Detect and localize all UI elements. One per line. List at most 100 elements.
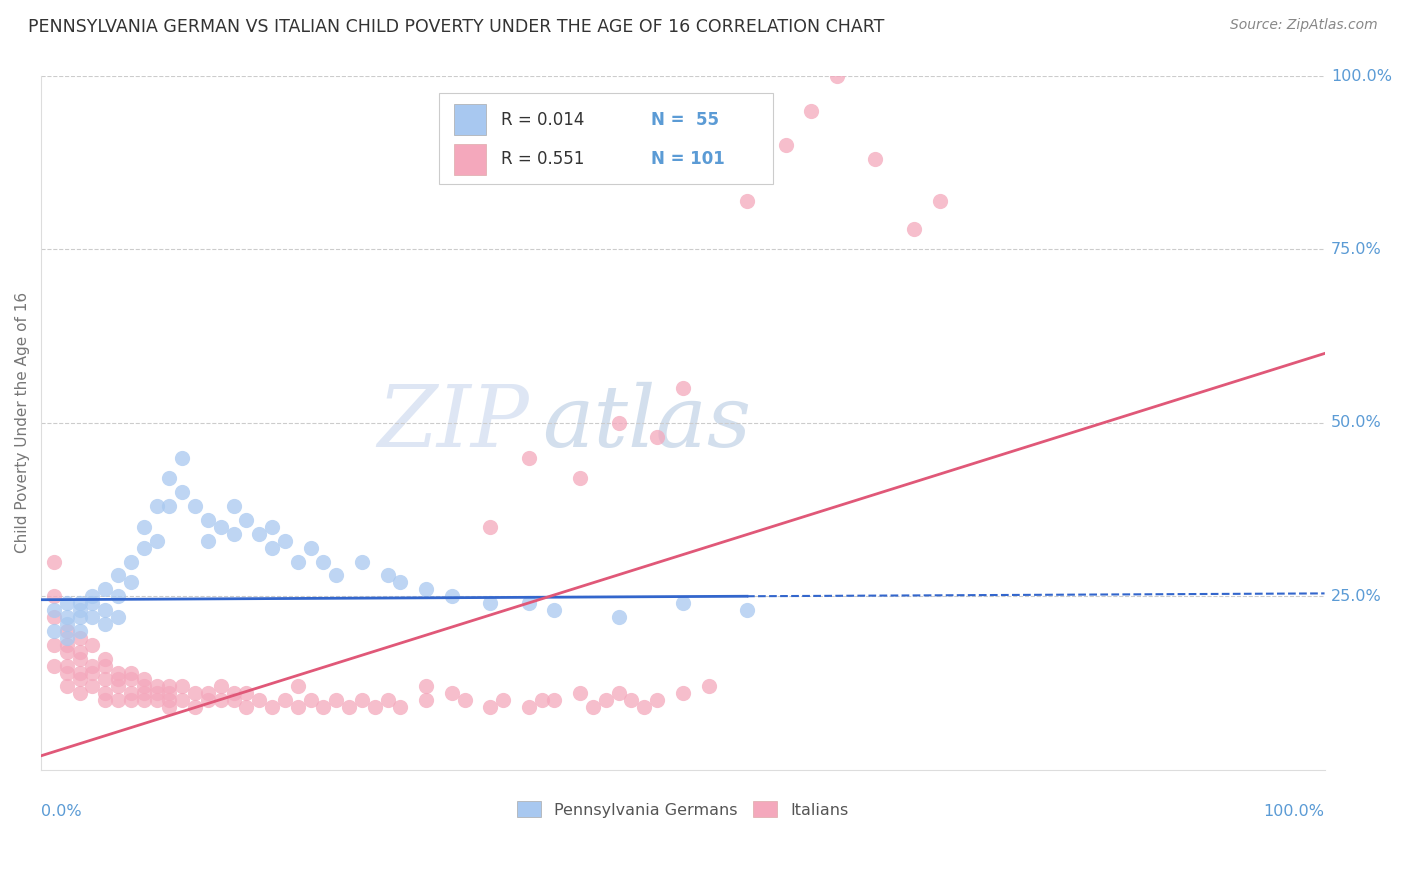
Point [69,645,91,659]
Point [235,700,257,714]
Point [517,450,540,465]
Point [672,381,695,395]
Text: 50.0%: 50.0% [1331,416,1382,430]
Point [42,638,65,652]
Point [865,153,887,167]
Point [274,533,297,548]
Point [42,658,65,673]
Point [479,596,502,610]
Point [607,416,630,430]
Point [159,499,181,513]
Point [645,693,668,707]
Point [209,693,232,707]
Point [132,680,155,694]
Point [364,700,387,714]
Point [55,645,77,659]
Point [120,575,142,590]
Point [55,610,77,624]
Point [55,624,77,638]
Point [325,693,347,707]
Point [94,651,117,665]
Point [132,520,155,534]
Point [69,603,91,617]
Point [159,471,181,485]
Point [299,693,322,707]
Point [262,541,284,555]
Point [274,693,297,707]
Point [42,589,65,603]
Point [800,103,823,118]
Point [120,665,142,680]
Text: R = 0.014: R = 0.014 [501,111,583,128]
Text: PENNSYLVANIA GERMAN VS ITALIAN CHILD POVERTY UNDER THE AGE OF 16 CORRELATION CHA: PENNSYLVANIA GERMAN VS ITALIAN CHILD POV… [28,18,884,36]
Text: 25.0%: 25.0% [1331,589,1382,604]
Point [94,603,117,617]
Point [145,686,167,700]
Point [69,624,91,638]
Point [287,680,309,694]
Point [350,693,373,707]
Text: atlas: atlas [541,382,751,464]
Point [42,624,65,638]
Point [69,610,91,624]
Point [672,686,695,700]
Point [94,686,117,700]
Point [337,700,360,714]
Point [145,499,167,513]
Point [479,520,502,534]
Point [197,686,219,700]
Point [94,693,117,707]
Point [94,673,117,687]
Point [735,194,758,208]
Text: N = 101: N = 101 [651,150,724,169]
Point [633,700,655,714]
Point [620,693,643,707]
Point [197,693,219,707]
Point [415,680,437,694]
Point [350,555,373,569]
Point [107,693,129,707]
Point [595,693,617,707]
Text: 0.0%: 0.0% [41,805,82,820]
Point [645,430,668,444]
Point [262,700,284,714]
Point [607,686,630,700]
Point [209,680,232,694]
Point [82,638,104,652]
Point [120,686,142,700]
Point [132,541,155,555]
Point [287,700,309,714]
Point [582,700,605,714]
Point [312,700,335,714]
Point [82,610,104,624]
Point [222,693,245,707]
Point [262,520,284,534]
Point [492,693,515,707]
Point [453,693,475,707]
Point [107,568,129,582]
Point [107,610,129,624]
Point [825,69,848,83]
Point [94,658,117,673]
Point [159,693,181,707]
Text: ZIP: ZIP [377,382,529,464]
Point [569,471,592,485]
Point [517,700,540,714]
Point [287,555,309,569]
Point [55,638,77,652]
Point [42,610,65,624]
Text: R = 0.551: R = 0.551 [501,150,583,169]
Text: Source: ZipAtlas.com: Source: ZipAtlas.com [1230,18,1378,32]
Point [55,680,77,694]
Point [172,693,194,707]
Point [132,673,155,687]
Point [479,700,502,714]
Point [120,693,142,707]
Point [120,555,142,569]
Point [132,686,155,700]
Point [82,665,104,680]
Point [107,589,129,603]
Point [42,555,65,569]
Point [145,533,167,548]
Legend: Pennsylvania Germans, Italians: Pennsylvania Germans, Italians [510,795,855,824]
